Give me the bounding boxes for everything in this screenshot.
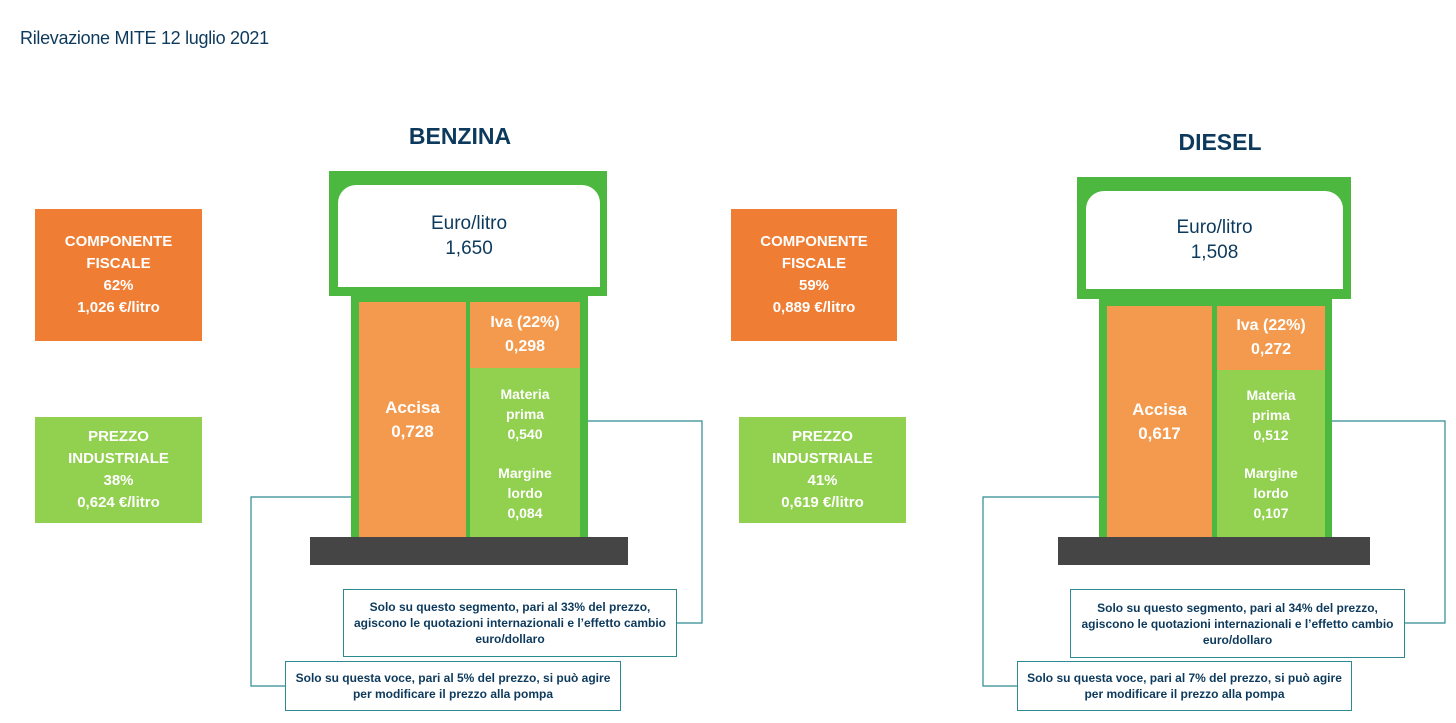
note-line-1: Solo su questa voce, pari al 5% del prez… bbox=[295, 671, 611, 685]
fiscale-label-1: COMPONENTE bbox=[64, 233, 173, 250]
benzina-accisa: Accisa 0,728 bbox=[359, 302, 466, 538]
screen-label: Euro/litro bbox=[430, 213, 508, 234]
benzina-pump-base bbox=[310, 537, 628, 565]
industriale-value: 0,624 €/litro bbox=[77, 494, 160, 511]
fiscale-label-2: FISCALE bbox=[86, 255, 151, 272]
note-line-2: per modificare il prezzo alla pompa bbox=[352, 687, 554, 701]
note-text: Solo su questo segmento, pari al 34% del… bbox=[1081, 600, 1393, 648]
note-line-2: per modificare il prezzo alla pompa bbox=[1084, 687, 1285, 701]
industriale-label-2: INDUSTRIALE bbox=[68, 450, 169, 467]
iva-value: 0,298 bbox=[504, 338, 546, 355]
margine-label-2: lordo bbox=[507, 484, 543, 501]
note-line-2: agiscono le quotazioni internazionali e … bbox=[353, 616, 667, 630]
benzina-note-voce: Solo su questa voce, pari al 5% del prez… bbox=[285, 661, 621, 711]
connector-benzina-materia bbox=[562, 420, 703, 624]
diesel-pump-base bbox=[1058, 537, 1370, 565]
fiscale-pct: 59% bbox=[798, 277, 830, 294]
accisa-value: 0,728 bbox=[391, 422, 434, 441]
benzina-note-segment: Solo su questo segmento, pari al 33% del… bbox=[343, 589, 677, 657]
screen-label: Euro/litro bbox=[1176, 217, 1253, 238]
note-text: Solo su questa voce, pari al 7% del prez… bbox=[1027, 670, 1342, 702]
benzina-iva: Iva (22%) 0,298 bbox=[470, 302, 580, 368]
accisa-label: Accisa bbox=[1132, 400, 1187, 419]
diesel-note-voce: Solo su questa voce, pari al 7% del prez… bbox=[1017, 661, 1352, 711]
margine-value: 0,107 bbox=[1253, 505, 1289, 521]
note-line-3: euro/dollaro bbox=[1202, 632, 1273, 647]
connector-diesel-materia bbox=[1306, 420, 1446, 624]
page-header: Rilevazione MITE 12 luglio 2021 bbox=[20, 28, 269, 48]
materia-value: 0,512 bbox=[1253, 427, 1289, 443]
diesel-iva: Iva (22%) 0,272 bbox=[1217, 306, 1325, 370]
margine-label-2: lordo bbox=[1253, 485, 1289, 501]
accisa-value: 0,617 bbox=[1138, 424, 1181, 443]
diesel-accisa: Accisa 0,617 bbox=[1107, 306, 1212, 538]
note-line-1: Solo su questo segmento, pari al 33% del… bbox=[369, 600, 651, 614]
benzina-prezzo-industriale: PREZZO INDUSTRIALE 38% 0,624 €/litro bbox=[35, 417, 202, 523]
materia-value: 0,540 bbox=[507, 425, 543, 442]
screen-value: 1,650 bbox=[445, 238, 493, 259]
industriale-value: 0,619 €/litro bbox=[781, 494, 864, 511]
margine-label-1: Margine bbox=[498, 464, 552, 481]
materia-label-2: prima bbox=[1251, 407, 1291, 423]
fiscale-value: 1,026 €/litro bbox=[77, 299, 160, 316]
fiscale-label-1: COMPONENTE bbox=[760, 233, 868, 250]
screen-value: 1,508 bbox=[1190, 242, 1239, 263]
benzina-pump-screen: Euro/litro 1,650 bbox=[338, 185, 600, 287]
note-line-1: Solo su questa voce, pari al 7% del prez… bbox=[1027, 671, 1342, 685]
note-line-1: Solo su questo segmento, pari al 34% del… bbox=[1097, 600, 1378, 615]
materia-label-2: prima bbox=[505, 405, 545, 422]
benzina-materia-margine: Materia prima 0,540 Margine lordo 0,084 bbox=[470, 368, 580, 538]
fiscale-value: 0,889 €/litro bbox=[772, 299, 856, 316]
benzina-componente-fiscale: COMPONENTE FISCALE 62% 1,026 €/litro bbox=[35, 209, 202, 341]
industriale-label-1: PREZZO bbox=[792, 428, 853, 445]
note-line-2: agiscono le quotazioni internazionali e … bbox=[1081, 616, 1394, 631]
diesel-materia-margine: Materia prima 0,512 Margine lordo 0,107 bbox=[1217, 370, 1325, 538]
diesel-note-segment: Solo su questo segmento, pari al 34% del… bbox=[1070, 589, 1405, 658]
margine-block: Margine lordo 0,084 bbox=[498, 463, 552, 523]
industriale-pct: 41% bbox=[807, 472, 838, 489]
fiscale-pct: 62% bbox=[103, 277, 134, 294]
materia-block: Materia prima 0,512 bbox=[1246, 385, 1295, 445]
diesel-pump-screen: Euro/litro 1,508 bbox=[1086, 191, 1343, 289]
note-text: Solo su questa voce, pari al 5% del prez… bbox=[296, 670, 611, 702]
diesel-prezzo-industriale: PREZZO INDUSTRIALE 41% 0,619 €/litro bbox=[739, 417, 906, 523]
accisa-label: Accisa bbox=[385, 398, 440, 417]
margine-block: Margine lordo 0,107 bbox=[1244, 463, 1298, 523]
industriale-pct: 38% bbox=[103, 472, 134, 489]
margine-label-1: Margine bbox=[1244, 465, 1298, 481]
margine-value: 0,084 bbox=[507, 504, 543, 521]
note-text: Solo su questo segmento, pari al 33% del… bbox=[354, 599, 666, 647]
note-line-3: euro/dollaro bbox=[475, 632, 545, 646]
industriale-label-1: PREZZO bbox=[88, 428, 149, 445]
diesel-title: DIESEL bbox=[1178, 129, 1262, 155]
diesel-componente-fiscale: COMPONENTE FISCALE 59% 0,889 €/litro bbox=[731, 209, 897, 341]
materia-block: Materia prima 0,540 bbox=[500, 384, 549, 444]
iva-label: Iva (22%) bbox=[1236, 317, 1306, 334]
industriale-label-2: INDUSTRIALE bbox=[772, 450, 873, 467]
iva-value: 0,272 bbox=[1250, 341, 1292, 358]
materia-label-1: Materia bbox=[500, 385, 550, 402]
fiscale-label-2: FISCALE bbox=[781, 255, 847, 272]
benzina-title: BENZINA bbox=[408, 123, 512, 149]
iva-label: Iva (22%) bbox=[490, 314, 560, 331]
materia-label-1: Materia bbox=[1246, 387, 1296, 403]
